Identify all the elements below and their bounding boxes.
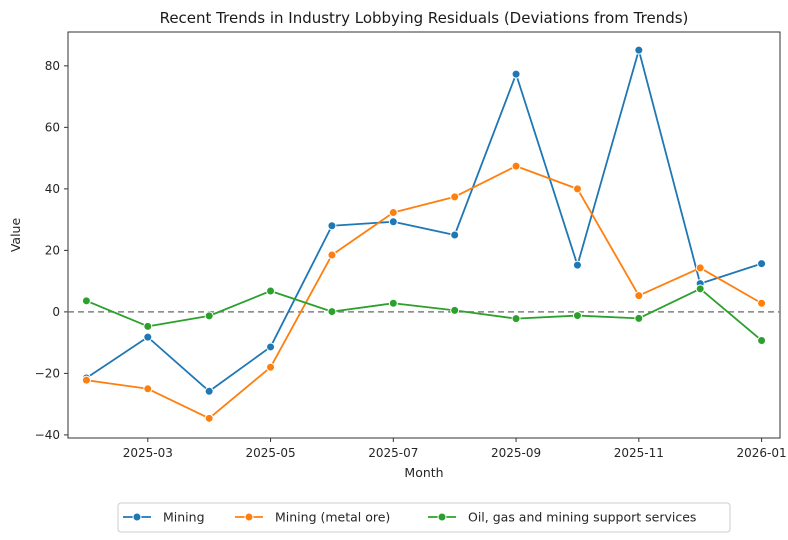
legend: Mining Mining (metal ore) Oil, gas and min… [117,502,731,533]
data-point [511,314,521,324]
data-point [511,69,521,79]
series-3 [81,284,767,345]
data-point [572,260,582,270]
x-tick-label: 2025-05 [245,446,295,460]
data-point [204,311,214,321]
data-point [143,321,153,331]
data-point [327,221,337,231]
x-axis: 2025-03 2025-05 2025-07 2025-09 2025-11 2026-… [123,438,787,460]
data-point [204,413,214,423]
y-tick-label: −20 [35,366,60,380]
legend-box [117,502,731,533]
x-tick-label: 2025-11 [614,446,664,460]
series-line [86,165,763,420]
legend-item: Mining (metal ore) [235,510,390,525]
y-axis: −40 −20 0 20 40 60 80 [35,59,68,442]
data-point [757,298,767,308]
data-point [695,284,705,294]
data-point [143,384,153,394]
data-point [695,263,705,273]
data-point [634,291,644,301]
data-point [634,45,644,55]
data-point [327,250,337,260]
series-layer [81,45,767,423]
data-point [388,208,398,218]
data-point [388,298,398,308]
legend-label: Oil, gas and mining support services [468,510,696,525]
y-tick-label: 80 [45,59,60,73]
chart-title: Recent Trends in Industry Lobbying Resid… [160,9,689,27]
x-axis-title: Month [404,465,443,480]
data-point [266,286,276,296]
data-point [204,386,214,396]
legend-label: Mining (metal ore) [275,510,390,525]
legend-marker [244,512,254,522]
plot-area [67,31,781,439]
x-tick-label: 2025-03 [123,446,173,460]
y-tick-label: −40 [35,428,60,442]
series-line [86,287,763,342]
data-point [388,217,398,227]
x-tick-label: 2025-09 [491,446,541,460]
data-point [327,307,337,317]
data-point [757,259,767,269]
data-point [81,375,91,385]
data-point [572,184,582,194]
data-point [143,332,153,342]
series-line [85,49,762,393]
data-point [450,305,460,315]
data-point [634,313,644,323]
legend-label: Mining [163,510,205,525]
y-tick-label: 60 [45,120,60,134]
x-tick-label: 2025-07 [368,446,418,460]
data-point [757,335,767,345]
series-1 [81,45,767,396]
y-tick-label: 20 [45,243,60,257]
data-point [511,161,521,171]
y-tick-label: 0 [52,305,60,319]
y-axis-title: Value [8,218,23,253]
y-tick-label: 40 [45,182,60,196]
data-point [266,362,276,372]
legend-item: Oil, gas and mining support services [428,510,696,525]
data-point [572,311,582,321]
legend-item: Mining [123,510,205,525]
x-tick-label: 2026-01 [737,446,787,460]
data-point [450,230,460,240]
legend-marker [132,512,142,522]
legend-marker [437,512,447,522]
data-point [450,192,460,202]
data-point [266,342,276,352]
series-2 [81,161,767,423]
data-point [81,296,91,306]
